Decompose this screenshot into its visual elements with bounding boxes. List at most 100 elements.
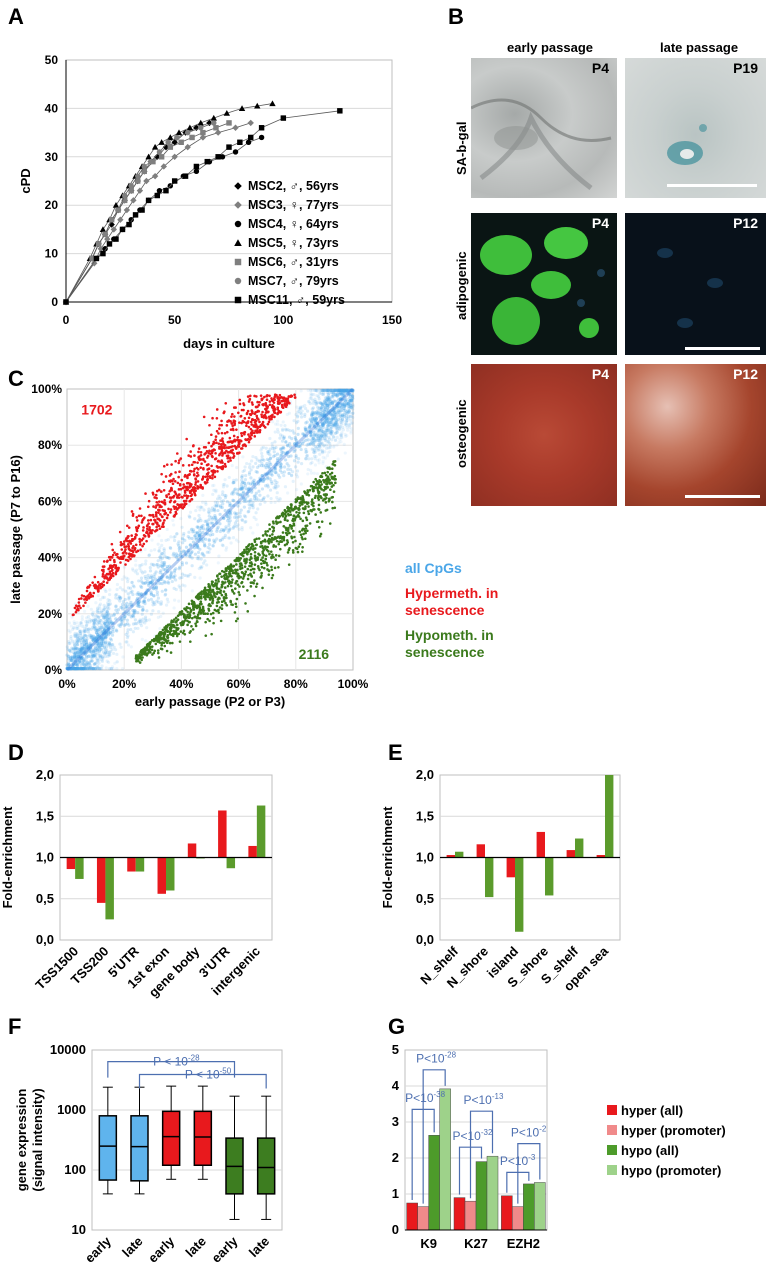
data-point	[235, 428, 238, 431]
data-point	[169, 572, 173, 576]
data-point	[105, 632, 109, 636]
data-point	[154, 585, 159, 589]
data-point	[96, 633, 100, 637]
data-point	[119, 596, 123, 600]
data-point	[242, 420, 246, 424]
data-point	[326, 481, 330, 484]
data-point	[135, 550, 138, 554]
data-point	[221, 580, 224, 584]
data-point	[192, 546, 197, 550]
data-point	[120, 619, 124, 624]
data-point	[203, 544, 207, 548]
data-point	[216, 497, 220, 501]
data-point	[138, 619, 142, 623]
data-point	[120, 548, 124, 551]
data-point	[179, 588, 183, 592]
data-point	[289, 454, 293, 458]
data-point	[281, 427, 285, 431]
data-point	[305, 453, 309, 458]
data-point	[252, 571, 256, 574]
data-point	[102, 636, 106, 640]
data-point	[146, 505, 150, 509]
data-point	[321, 434, 326, 438]
data-point	[251, 403, 254, 406]
data-point	[154, 506, 158, 509]
data-point	[292, 522, 296, 525]
data-point	[258, 478, 262, 482]
data-point	[161, 628, 165, 632]
data-point	[268, 527, 272, 531]
data-point	[147, 553, 152, 557]
data-point	[178, 611, 182, 614]
data-point	[261, 410, 264, 414]
data-point	[157, 609, 161, 614]
data-point	[82, 644, 87, 648]
data-point	[195, 542, 199, 547]
data-point	[137, 604, 141, 608]
data-point	[256, 480, 260, 484]
data-point	[241, 490, 246, 494]
data-point	[311, 443, 316, 447]
data-point	[75, 663, 79, 667]
data-point	[211, 580, 214, 584]
data-point	[333, 416, 337, 420]
data-point	[296, 432, 300, 437]
data-point	[314, 401, 318, 405]
data-point	[349, 405, 353, 410]
data-point	[120, 542, 124, 546]
data-point	[204, 620, 207, 624]
data-point	[340, 413, 344, 417]
data-point	[186, 488, 190, 491]
data-point	[197, 533, 201, 538]
data-point	[229, 420, 232, 423]
data-point	[109, 614, 114, 618]
data-point	[71, 656, 75, 660]
data-point	[67, 666, 71, 671]
data-point	[160, 560, 164, 564]
data-point	[260, 544, 264, 548]
data-point	[110, 542, 114, 546]
data-point	[231, 481, 235, 485]
data-point	[67, 655, 71, 659]
data-point	[222, 411, 226, 415]
data-point	[190, 616, 194, 620]
data-point	[328, 449, 332, 454]
data-point	[345, 401, 349, 405]
data-point	[218, 591, 221, 594]
data-point	[312, 451, 316, 455]
data-point	[140, 612, 144, 616]
data-point	[80, 656, 84, 660]
data-point	[299, 533, 303, 537]
data-point	[309, 388, 313, 393]
data-point	[321, 455, 325, 459]
data-point	[121, 192, 128, 199]
data-point	[268, 394, 271, 398]
data-point	[319, 434, 324, 438]
data-point	[101, 632, 106, 636]
data-point	[177, 459, 181, 462]
data-point	[330, 401, 334, 406]
data-point	[236, 435, 240, 439]
data-point	[194, 483, 197, 486]
data-point	[249, 572, 252, 576]
data-point	[254, 456, 258, 460]
data-point	[332, 423, 336, 427]
data-point	[329, 418, 333, 422]
data-point	[260, 446, 264, 450]
x-tick-label: 100	[273, 313, 293, 327]
data-point	[130, 534, 133, 537]
data-point	[88, 647, 92, 651]
data-point	[215, 575, 219, 578]
data-point	[325, 388, 330, 393]
data-point	[251, 431, 254, 435]
data-point	[307, 429, 311, 433]
data-point	[304, 421, 308, 425]
data-point	[85, 589, 89, 593]
data-point	[97, 631, 101, 635]
data-point	[175, 452, 179, 455]
data-point	[329, 388, 334, 393]
data-point	[105, 629, 109, 633]
data-point	[240, 566, 244, 570]
data-point	[74, 666, 78, 671]
data-point	[78, 629, 83, 633]
